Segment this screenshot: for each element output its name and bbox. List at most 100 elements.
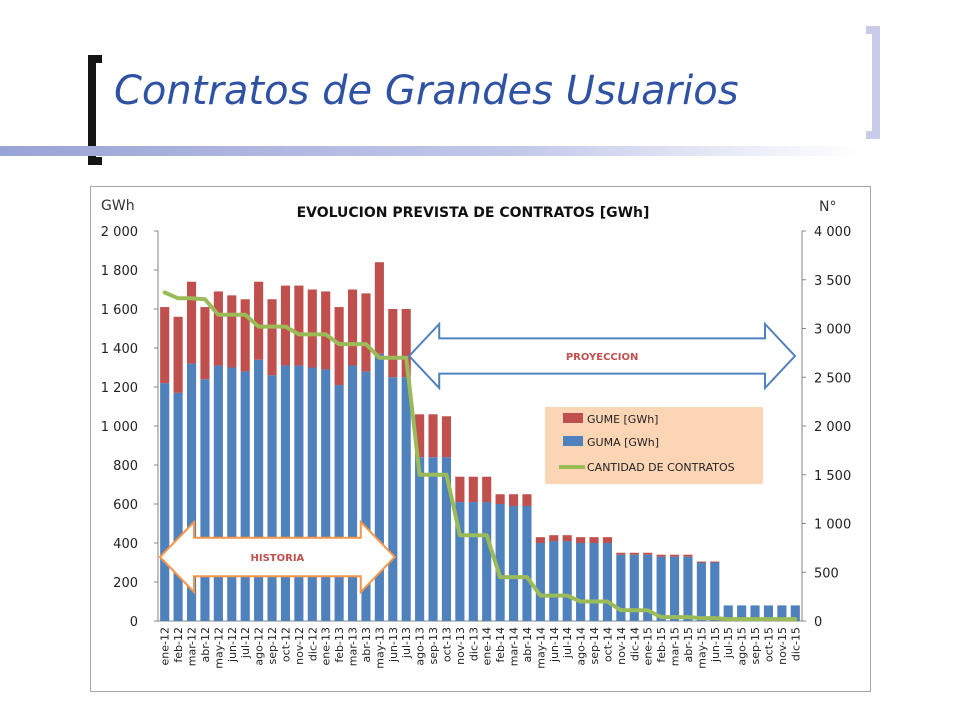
bar-gume xyxy=(468,476,478,503)
bar-gume xyxy=(710,561,720,563)
bar-guma xyxy=(495,504,505,621)
x-tick-label: feb-15 xyxy=(655,627,668,663)
x-tick-label: ene-12 xyxy=(159,627,172,665)
x-tick-label: oct-15 xyxy=(762,627,775,662)
x-tick-label: jun-15 xyxy=(709,627,722,663)
bar-gume xyxy=(549,535,559,542)
bar-guma xyxy=(200,379,210,621)
bar-guma xyxy=(777,605,787,621)
bar-guma xyxy=(280,365,291,621)
bar-gume xyxy=(535,537,545,543)
x-tick-label: jul-13 xyxy=(400,627,413,659)
x-tick-label: sep-12 xyxy=(266,627,279,664)
bar-guma xyxy=(710,562,720,621)
bar-guma xyxy=(562,541,572,621)
y-right-tick-label: 1 500 xyxy=(814,469,851,484)
bar-guma xyxy=(227,367,237,621)
bar-gume xyxy=(415,414,425,458)
annotation-arrow-shape xyxy=(407,321,797,391)
x-tick-label: jul-12 xyxy=(239,627,252,659)
bar-guma xyxy=(683,556,693,621)
x-tick-label: dic-12 xyxy=(306,627,319,661)
bar-gume xyxy=(401,309,411,378)
x-tick-label: ago-14 xyxy=(575,627,588,666)
bar-guma xyxy=(267,375,277,621)
chart-svg: EVOLUCION PREVISTA DE CONTRATOS [GWh] GW… xyxy=(101,198,851,669)
y-left-axis-label: GWh xyxy=(101,198,135,214)
bar-guma xyxy=(374,353,384,621)
y-right-tick-label: 500 xyxy=(814,566,839,581)
x-tick-label: abr-12 xyxy=(199,627,212,663)
x-tick-label: feb-14 xyxy=(494,627,507,663)
bar-gume xyxy=(213,291,223,366)
bar-guma xyxy=(415,457,425,621)
y-left-tick-label: 0 xyxy=(130,615,138,630)
y-left-tick-label: 1 000 xyxy=(101,420,138,435)
y-right-tick-label: 2 500 xyxy=(814,371,851,386)
x-tick-label: dic-15 xyxy=(789,627,802,661)
bar-gume xyxy=(321,291,331,370)
bar-guma xyxy=(388,377,398,621)
bar-guma xyxy=(213,365,223,621)
bar-gume xyxy=(522,494,532,506)
bar-guma xyxy=(482,502,492,621)
bar-guma xyxy=(307,367,317,621)
title-bracket-left xyxy=(88,55,102,165)
bar-gume xyxy=(186,281,197,364)
bar-gume xyxy=(294,285,304,366)
bar-gume xyxy=(388,309,398,378)
bar-guma xyxy=(455,502,465,621)
y-right-tick-label: 4 000 xyxy=(814,225,851,240)
legend-label: CANTIDAD DE CONTRATOS xyxy=(587,461,735,474)
x-tick-label: dic-13 xyxy=(467,627,480,661)
bar-guma xyxy=(629,554,639,621)
bar-gume xyxy=(441,416,452,458)
x-tick-label: abr-14 xyxy=(521,627,534,663)
bar-gume xyxy=(455,476,465,503)
x-tick-label: sep-15 xyxy=(749,627,762,664)
bar-guma xyxy=(723,605,733,621)
x-tick-label: may-12 xyxy=(212,627,225,669)
bar-gume xyxy=(562,535,572,542)
bar-gume xyxy=(508,494,519,506)
bar-gume xyxy=(254,281,264,360)
bar-guma xyxy=(669,556,680,621)
x-tick-label: jul-14 xyxy=(561,627,574,659)
bar-gume xyxy=(267,299,277,376)
x-tick-label: abr-15 xyxy=(682,627,695,663)
y-left-tick-label: 1 200 xyxy=(101,381,138,396)
bar-guma xyxy=(186,363,197,621)
bar-guma xyxy=(361,371,371,621)
x-tick-label: sep-14 xyxy=(588,627,601,664)
y-right-tick-label: 1 000 xyxy=(814,518,851,533)
bar-guma xyxy=(347,365,358,621)
bar-guma xyxy=(643,554,653,621)
chart-frame: EVOLUCION PREVISTA DE CONTRATOS [GWh] GW… xyxy=(90,186,871,692)
title-underline xyxy=(0,146,860,156)
bar-gume xyxy=(656,554,666,557)
bar-guma xyxy=(468,502,478,621)
bar-guma xyxy=(790,605,800,621)
y-right-axis-label: N° xyxy=(819,199,836,215)
legend-swatch xyxy=(563,436,583,446)
legend-label: GUMA [GWh] xyxy=(587,436,659,449)
bar-gume xyxy=(576,537,586,543)
annotation-label: PROYECCION xyxy=(566,352,639,363)
x-tick-label: nov-15 xyxy=(776,627,789,665)
bar-guma xyxy=(334,385,344,621)
bar-guma xyxy=(535,543,545,621)
legend-swatch xyxy=(563,413,583,423)
x-tick-label: jun-14 xyxy=(548,627,561,663)
x-tick-label: dic-14 xyxy=(628,627,641,661)
bar-gume xyxy=(602,537,613,543)
bar-guma xyxy=(428,457,438,621)
y-left-tick-label: 1 600 xyxy=(101,303,138,318)
y-left-tick-label: 1 400 xyxy=(101,342,138,357)
bar-guma xyxy=(522,505,532,621)
x-tick-label: mar-15 xyxy=(669,627,682,666)
x-tick-label: oct-12 xyxy=(279,627,292,662)
y-left-tick-label: 400 xyxy=(113,537,138,552)
bar-gume xyxy=(495,494,505,504)
x-tick-label: jun-12 xyxy=(226,627,239,663)
bar-guma xyxy=(173,392,183,621)
